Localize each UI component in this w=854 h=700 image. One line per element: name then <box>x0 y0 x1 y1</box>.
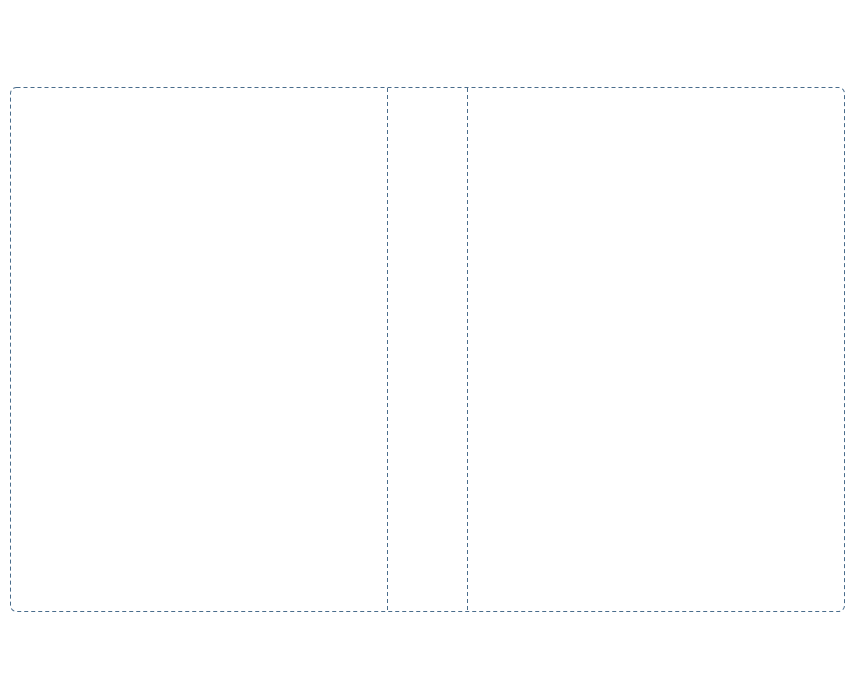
dashed-container <box>10 87 845 612</box>
